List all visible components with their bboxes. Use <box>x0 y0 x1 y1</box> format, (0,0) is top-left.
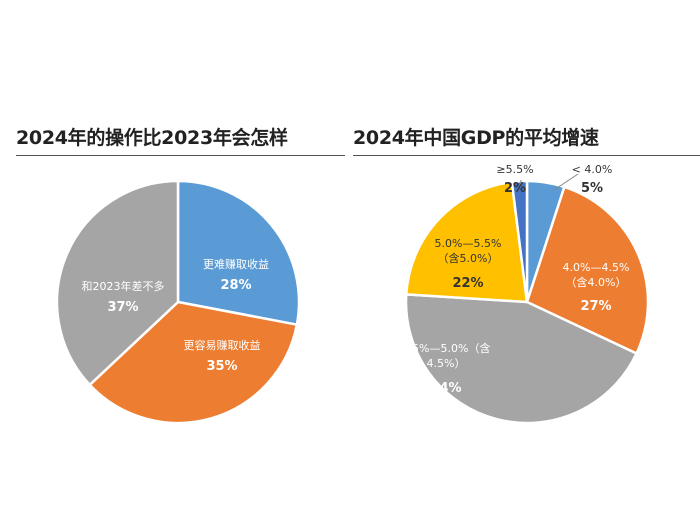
chart-title: 2024年的操作比2023年会怎样 <box>16 127 288 149</box>
pie-slice <box>88 300 299 425</box>
pie-slice <box>176 179 301 326</box>
chart-panel-operation-outlook: 2024年的操作比2023年会怎样 更难赚取收益 28% 更容易赚取收益 35% 和20… <box>16 127 345 425</box>
chart-panel-gdp-growth: 2024年中国GDP的平均增速 < 4.0% 5% 4.0%—4.5% （含4.0%）… <box>350 0 700 525</box>
title-divider <box>353 155 700 156</box>
slice-label: 4.5%） <box>427 357 466 370</box>
slice-value-label: 5% <box>581 181 603 196</box>
leader-line <box>519 179 522 189</box>
slice-label: 更容易赚取收益 <box>184 338 261 352</box>
leader-line <box>553 173 579 191</box>
pie-chart-operation-outlook: 更难赚取收益 28% 更容易赚取收益 35% 和2023年差不多 37% <box>55 179 301 425</box>
slice-value-label: 27% <box>580 299 611 314</box>
slice-label: 4.0%—4.5% <box>563 261 630 274</box>
chart-title: 2024年中国GDP的平均增速 <box>353 127 599 149</box>
title-divider <box>16 155 345 156</box>
slice-value-label: 35% <box>206 359 237 374</box>
slice-label: （含5.0%） <box>438 251 499 265</box>
pie-chart-gdp-growth: < 4.0% 5% 4.0%—4.5%（含4.0%） 27% 4.5%—5.0%（含 4.… <box>402 163 650 425</box>
slice-label: 更难赚取收益 <box>203 257 269 271</box>
slice-label: （含4.0%） <box>566 275 627 289</box>
slice-label: ≥5.5% <box>496 163 533 176</box>
pie-slice <box>510 179 529 304</box>
slice-value-label: 37% <box>107 300 138 315</box>
slice-value-label: 2% <box>504 181 526 196</box>
slice-value-label: 22% <box>452 276 483 291</box>
pie-slice <box>525 185 650 355</box>
pie-slice <box>404 293 638 425</box>
slice-label: < 4.0% <box>572 163 613 176</box>
pie-slice <box>55 179 180 387</box>
pie-slice <box>404 180 529 304</box>
slice-value-label: 44% <box>430 381 461 396</box>
slice-label: 和2023年差不多 <box>82 279 165 293</box>
slice-value-label: 28% <box>220 278 251 293</box>
slice-label: 5.0%—5.5% <box>435 237 502 250</box>
slice-label: 4.5%—5.0%（含 <box>402 341 491 355</box>
